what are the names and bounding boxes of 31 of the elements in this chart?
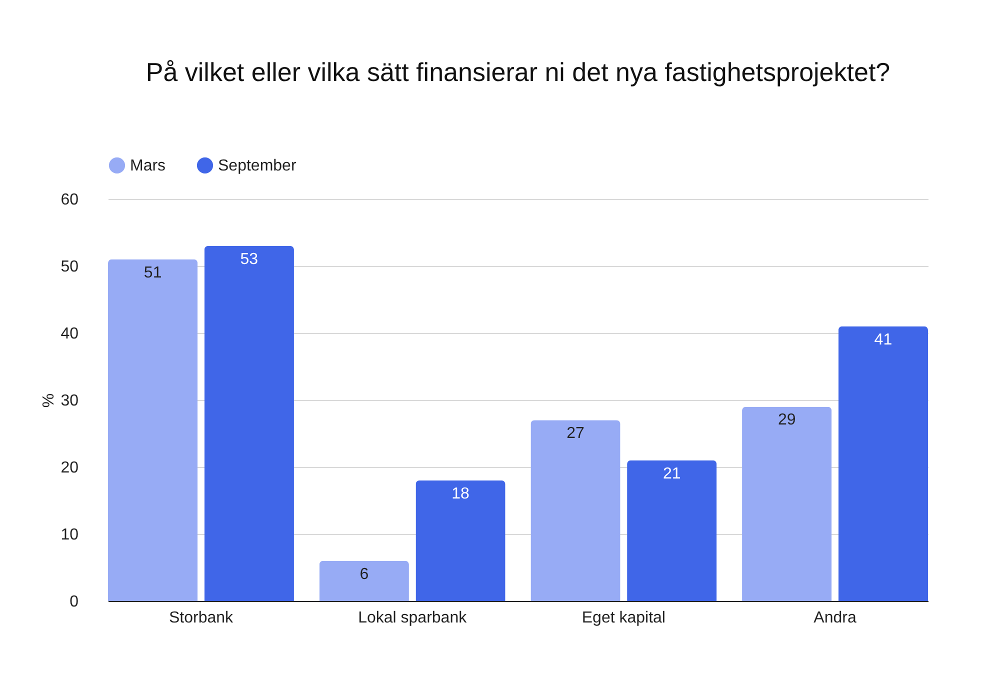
y-tick-label: 20 bbox=[60, 460, 79, 476]
bar bbox=[627, 460, 717, 601]
y-tick-label: 40 bbox=[60, 326, 79, 342]
y-tick-label: 30 bbox=[60, 392, 79, 410]
x-tick-label: Andra bbox=[814, 610, 856, 626]
data-label: 53 bbox=[240, 250, 258, 268]
chart-title: På vilket eller vilka sätt finansierar ni det nya fastighetsprojektet? bbox=[146, 57, 890, 87]
legend-label: Mars bbox=[130, 157, 166, 174]
bar bbox=[530, 420, 620, 601]
bar bbox=[416, 480, 506, 601]
data-label: 29 bbox=[778, 412, 796, 429]
data-label: 18 bbox=[452, 485, 470, 502]
x-tick-label: Storbank bbox=[168, 610, 234, 626]
bar bbox=[204, 246, 294, 601]
x-tick-label: Eget kapital bbox=[582, 610, 666, 626]
y-tick-label: 50 bbox=[60, 258, 79, 276]
y-tick-label: 60 bbox=[60, 192, 79, 208]
data-label: 6 bbox=[360, 566, 369, 583]
y-tick-label: 10 bbox=[60, 526, 79, 544]
bar bbox=[838, 326, 928, 601]
data-label: 27 bbox=[566, 425, 584, 442]
bar bbox=[742, 406, 832, 601]
bar bbox=[108, 259, 198, 601]
y-axis-title: % bbox=[40, 393, 58, 408]
data-label: 41 bbox=[874, 331, 892, 348]
data-label: 51 bbox=[144, 264, 162, 282]
legend-label: September bbox=[218, 157, 297, 174]
y-tick-label: 0 bbox=[70, 594, 79, 610]
bar bbox=[319, 560, 409, 601]
x-tick-label: Lokal sparbank bbox=[358, 610, 468, 626]
data-label: 21 bbox=[662, 465, 681, 482]
